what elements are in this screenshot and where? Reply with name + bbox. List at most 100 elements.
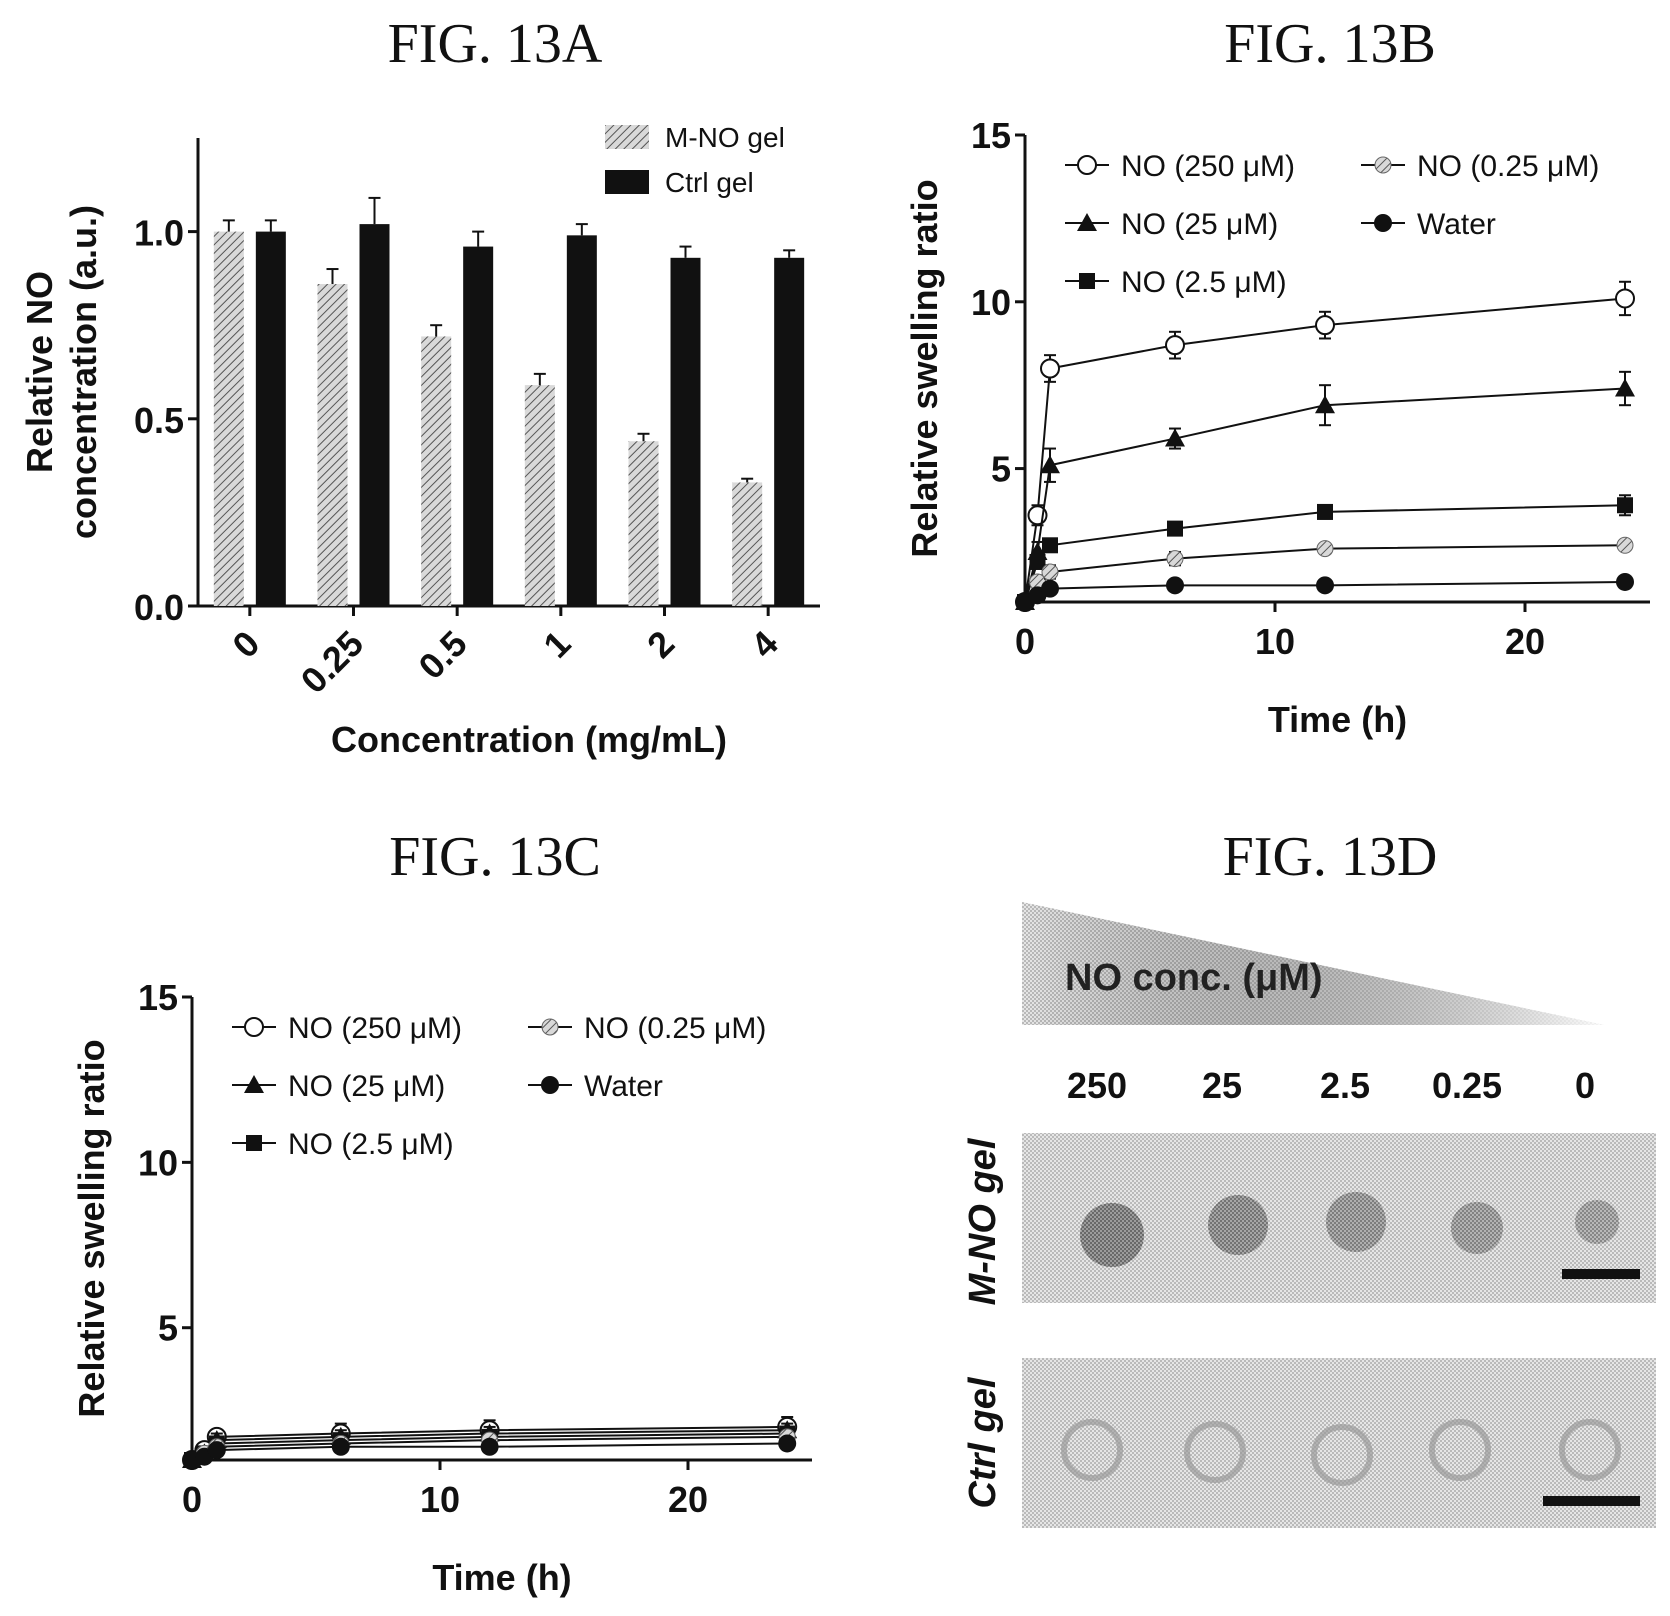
marker-triangle xyxy=(1040,455,1060,474)
x-axis-label: Time (h) xyxy=(432,1557,571,1598)
series-line xyxy=(1024,297,1626,603)
conc-label-0-25: 0.25 xyxy=(1432,1065,1502,1106)
conc-label-2-5: 2.5 xyxy=(1320,1065,1370,1106)
marker-filled-circle xyxy=(207,1441,226,1460)
gel-spot xyxy=(1429,1419,1491,1481)
y-tick-label: 0.0 xyxy=(134,587,184,628)
y-axis-label-line1: Relative NO xyxy=(19,271,60,473)
y-tick-label: 10 xyxy=(138,1142,178,1183)
marker-triangle xyxy=(1315,395,1335,414)
marker-open-circle xyxy=(1077,155,1097,175)
no-conc-label: NO conc. (μM) xyxy=(1065,957,1323,999)
panel-d: NO conc. (μM) 250 25 2.5 0.25 0 M-NO gel xyxy=(962,902,1656,1528)
conc-label-0: 0 xyxy=(1575,1065,1595,1106)
bar-m-no-gel xyxy=(317,284,348,606)
gel-spot xyxy=(1184,1421,1246,1483)
marker-filled-circle xyxy=(1166,576,1184,595)
marker-triangle xyxy=(1077,213,1097,231)
legend-label: NO (0.25 μM) xyxy=(1417,150,1599,183)
gel-spot xyxy=(1326,1192,1386,1252)
gel-spot xyxy=(1208,1195,1268,1255)
marker-hatched-circle xyxy=(1316,540,1334,558)
marker-square xyxy=(246,1135,262,1151)
bar-ctrl-gel xyxy=(670,257,701,606)
series-filled-circle xyxy=(183,1434,797,1469)
x-tick-label: 2 xyxy=(639,623,682,666)
marker-open-circle xyxy=(1315,315,1335,336)
marker-filled-circle xyxy=(1041,579,1059,598)
y-tick-label: 15 xyxy=(138,977,178,1018)
legend-label: Water xyxy=(1417,208,1496,241)
legend-label: M-NO gel xyxy=(665,122,785,153)
legend-label: NO (250 μM) xyxy=(1121,150,1295,183)
marker-hatched-circle xyxy=(1041,563,1059,581)
marker-square xyxy=(1317,503,1333,520)
x-tick-label: 20 xyxy=(1505,621,1545,662)
legend-swatch xyxy=(605,170,649,194)
marker-triangle xyxy=(244,1075,264,1093)
series-filled-circle xyxy=(1016,572,1634,611)
marker-square xyxy=(1167,520,1183,537)
gel-spot xyxy=(1311,1424,1373,1486)
scale-bar xyxy=(1562,1269,1640,1279)
legend-label: Water xyxy=(584,1070,663,1103)
legend: NO (250 μM) NO (0.25 μM) NO (25 μM) Water NO… xyxy=(232,1012,766,1161)
marker-hatched-circle xyxy=(1616,536,1634,554)
marker-filled-circle xyxy=(541,1076,559,1094)
legend-swatch xyxy=(605,125,649,149)
marker-open-circle xyxy=(1615,288,1635,309)
no-gradient-wedge-shade xyxy=(1022,902,1604,1025)
legend-label: NO (2.5 μM) xyxy=(1121,266,1287,299)
bar-m-no-gel xyxy=(732,482,763,606)
gel-spot xyxy=(1575,1200,1619,1244)
fig-13a-chart: 0.0 0.5 1.0 0 0.25 0.5 1 2 4 Concentration (mg/mL… xyxy=(19,122,820,760)
x-tick-label: 1 xyxy=(535,623,578,666)
marker-square xyxy=(1079,273,1095,289)
fig-13b-title: FIG. 13B xyxy=(1224,13,1436,75)
x-tick-label: 4 xyxy=(743,623,786,666)
x-tick-label: 0 xyxy=(182,1479,202,1520)
bar-m-no-gel xyxy=(524,385,555,606)
x-tick-label: 10 xyxy=(420,1479,460,1520)
y-tick-label: 1.0 xyxy=(134,213,184,254)
gel-spot xyxy=(1451,1202,1503,1254)
legend-label: NO (250 μM) xyxy=(288,1012,462,1045)
ctrl-gel-spots xyxy=(1061,1419,1621,1486)
x-tick-label: 20 xyxy=(668,1479,708,1520)
y-tick-label: 10 xyxy=(971,282,1011,323)
fig-13b-chart: 5 10 15 0 10 20 Time (h) Relative swelling rati… xyxy=(904,115,1650,740)
marker-open-circle xyxy=(244,1017,264,1037)
y-axis-label: Relative swelling ratio xyxy=(904,179,945,557)
y-axis-label-line2: concentration (a.u.) xyxy=(63,205,104,539)
row-label-m-no-gel: M-NO gel xyxy=(962,1137,1004,1305)
marker-open-circle xyxy=(1040,358,1060,379)
marker-hatched-circle xyxy=(1166,550,1184,568)
bar-ctrl-gel xyxy=(359,224,390,606)
legend-label: NO (25 μM) xyxy=(1121,208,1278,241)
marker-hatched-circle xyxy=(1374,156,1392,174)
bar-m-no-gel xyxy=(213,231,244,606)
marker-filled-circle xyxy=(331,1437,350,1456)
marker-filled-circle xyxy=(1374,214,1392,232)
x-tick-label: 0.25 xyxy=(293,623,372,702)
gel-spot xyxy=(1080,1203,1144,1267)
y-axis-label: Relative swelling ratio xyxy=(71,1039,112,1417)
x-tick-label: 0.5 xyxy=(410,623,474,687)
concentration-labels: 250 25 2.5 0.25 0 xyxy=(1067,1065,1595,1106)
bar-ctrl-gel xyxy=(463,246,494,607)
bar-ctrl-gel xyxy=(774,257,805,606)
x-tick-label: 0 xyxy=(224,623,267,666)
marker-open-circle xyxy=(1165,335,1185,356)
row-label-ctrl-gel: Ctrl gel xyxy=(962,1376,1004,1508)
y-tick-label: 5 xyxy=(991,449,1011,490)
series-triangle xyxy=(1015,370,1635,610)
y-tick-label: 5 xyxy=(158,1308,178,1349)
legend-label: NO (2.5 μM) xyxy=(288,1128,454,1161)
gel-spot xyxy=(1559,1419,1621,1481)
y-tick-label: 15 xyxy=(971,115,1011,156)
bar-m-no-gel xyxy=(628,441,659,606)
bar-ctrl-gel xyxy=(566,235,597,606)
fig-13d-title: FIG. 13D xyxy=(1222,826,1438,888)
marker-filled-circle xyxy=(1616,572,1634,591)
bar-m-no-gel xyxy=(421,336,452,606)
